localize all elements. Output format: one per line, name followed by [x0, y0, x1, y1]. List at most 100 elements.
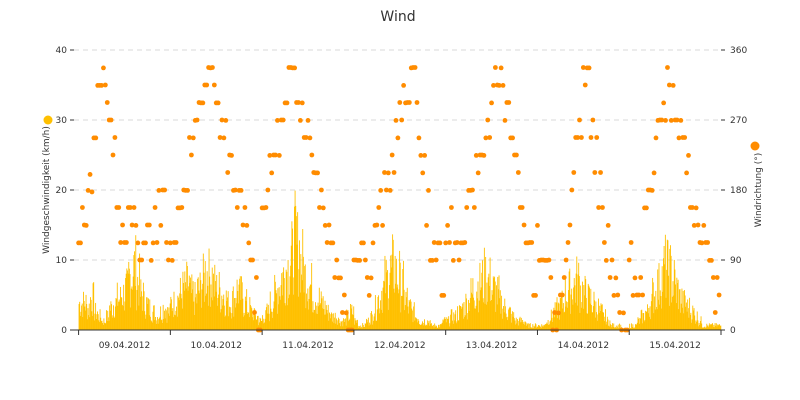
speed-bar	[391, 254, 393, 330]
direction-point	[556, 310, 561, 316]
speed-bar	[306, 293, 308, 330]
direction-point	[699, 240, 705, 246]
speed-bar	[107, 310, 109, 330]
speed-bar	[500, 313, 502, 330]
speed-bar	[126, 268, 128, 330]
speed-bar	[575, 273, 577, 330]
speed-bar	[149, 299, 151, 330]
speed-bar	[188, 275, 190, 330]
speed-bar	[394, 292, 395, 330]
speed-bar	[711, 323, 713, 330]
speed-bar	[155, 316, 156, 330]
speed-bar	[190, 293, 192, 330]
speed-bar	[582, 308, 584, 330]
speed-bar	[590, 305, 592, 330]
speed-bar	[705, 327, 706, 330]
speed-bar	[706, 323, 708, 330]
speed-bar	[353, 306, 355, 330]
speed-bar	[705, 327, 707, 330]
speed-bar	[425, 324, 427, 330]
speed-bar	[343, 321, 345, 330]
speed-bar	[247, 311, 249, 330]
speed-bar	[653, 313, 655, 330]
speed-bar	[309, 286, 311, 330]
speed-bar	[398, 289, 400, 330]
speed-bar	[244, 315, 246, 330]
speed-bar	[615, 325, 617, 330]
speed-bar	[413, 302, 415, 330]
speed-bar	[117, 305, 119, 330]
speed-bar	[699, 321, 701, 330]
speed-bar	[576, 305, 578, 330]
direction-point	[162, 187, 168, 193]
direction-point	[668, 117, 674, 123]
speed-bar	[533, 325, 535, 330]
right-axis-label: Windrichtung (°)	[754, 153, 764, 228]
speed-bar	[615, 327, 617, 330]
speed-bar	[324, 300, 326, 330]
speed-bar	[137, 285, 139, 330]
speed-bar	[715, 323, 717, 330]
speed-bar	[606, 316, 608, 330]
speed-bar	[700, 316, 702, 330]
speed-bar	[403, 289, 405, 330]
speed-bar	[169, 315, 170, 330]
speed-bar	[200, 307, 202, 330]
speed-bar	[114, 317, 116, 330]
speed-bar	[423, 325, 425, 330]
direction-point	[169, 257, 175, 263]
speed-bar	[393, 288, 395, 330]
direction-point	[397, 100, 403, 105]
speed-bar	[401, 295, 402, 330]
speed-bar	[560, 298, 562, 330]
speed-bar	[682, 307, 684, 330]
direction-point	[244, 222, 250, 228]
speed-bar	[594, 300, 596, 330]
speed-bar	[88, 315, 90, 330]
speed-bar	[102, 324, 104, 330]
speed-bar	[640, 310, 642, 330]
speed-bar	[180, 293, 182, 330]
speed-bar	[660, 296, 662, 330]
speed-bar	[587, 313, 589, 330]
speed-bar	[115, 298, 117, 330]
speed-bar	[299, 292, 301, 330]
direction-point	[483, 135, 489, 141]
speed-bar	[109, 305, 111, 330]
speed-bar	[499, 290, 501, 330]
speed-bar	[179, 293, 181, 330]
speed-bar	[297, 296, 299, 330]
speed-bar	[669, 248, 671, 330]
speed-bar	[551, 317, 553, 330]
direction-point	[389, 152, 395, 158]
speed-bar	[597, 298, 599, 330]
speed-bar	[169, 303, 171, 330]
speed-bar	[150, 320, 152, 330]
speed-bar	[288, 294, 290, 330]
speed-bar	[603, 321, 605, 330]
speed-bar	[543, 324, 545, 330]
speed-bar	[548, 324, 550, 330]
speed-bar	[636, 322, 638, 330]
x-tick-label: 15.04.2012	[649, 341, 701, 351]
speed-bar	[718, 324, 720, 330]
speed-bar	[354, 318, 356, 330]
direction-point	[378, 187, 384, 193]
speed-bar	[497, 276, 499, 330]
speed-bar	[641, 309, 643, 330]
speed-bar	[447, 319, 449, 330]
speed-bar	[267, 313, 269, 330]
speed-bar	[435, 326, 437, 330]
direction-point	[376, 205, 382, 210]
speed-bar	[427, 323, 429, 330]
speed-bar	[261, 320, 263, 330]
speed-bar	[464, 317, 466, 330]
speed-bar	[151, 322, 153, 330]
speed-bar	[504, 306, 506, 330]
speed-bar	[713, 324, 715, 330]
speed-bar	[349, 318, 351, 330]
speed-bar	[123, 284, 125, 330]
speed-bar	[536, 326, 538, 330]
speed-bar	[402, 268, 404, 330]
speed-bar	[233, 316, 235, 330]
